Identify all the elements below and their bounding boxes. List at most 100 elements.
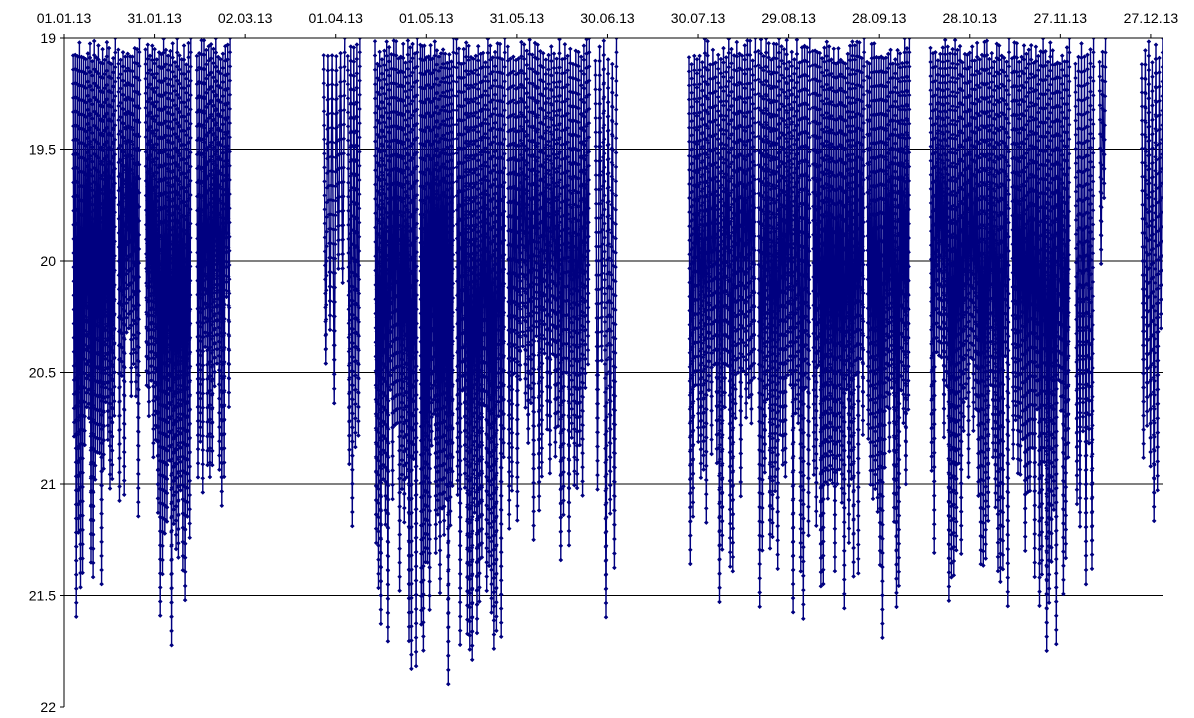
data-point bbox=[75, 418, 81, 423]
data-point bbox=[101, 336, 106, 341]
data-point bbox=[332, 386, 337, 391]
data-point bbox=[86, 205, 91, 210]
data-point bbox=[338, 51, 343, 56]
data-point bbox=[332, 343, 337, 348]
data-point bbox=[103, 342, 109, 347]
data-point bbox=[94, 55, 99, 60]
data-point bbox=[390, 482, 395, 487]
data-point bbox=[200, 433, 206, 439]
data-point bbox=[207, 474, 213, 480]
data-point bbox=[129, 379, 134, 385]
data-point bbox=[129, 365, 134, 370]
data-point bbox=[97, 277, 103, 282]
data-point bbox=[330, 82, 335, 87]
data-point bbox=[345, 96, 351, 101]
data-point bbox=[350, 523, 355, 529]
data-point bbox=[75, 376, 81, 381]
data-point bbox=[80, 570, 85, 575]
data-point bbox=[101, 466, 106, 471]
data-point bbox=[104, 40, 110, 45]
data-point bbox=[330, 96, 335, 102]
data-point bbox=[93, 463, 98, 468]
data-point bbox=[122, 450, 127, 455]
data-point bbox=[117, 455, 122, 461]
data-point bbox=[73, 94, 78, 100]
data-point bbox=[75, 82, 80, 87]
data-point bbox=[96, 282, 102, 287]
data-point bbox=[70, 81, 76, 86]
data-point bbox=[75, 432, 81, 437]
data-point bbox=[96, 240, 102, 245]
data-point bbox=[92, 265, 97, 270]
data-point bbox=[87, 125, 93, 130]
data-point bbox=[340, 280, 345, 285]
data-point bbox=[378, 621, 384, 626]
data-point bbox=[213, 50, 219, 55]
data-point bbox=[350, 467, 355, 472]
data-point bbox=[117, 498, 122, 503]
y-tick-label: 21.5 bbox=[29, 588, 56, 604]
data-point bbox=[75, 222, 80, 227]
data-point bbox=[100, 191, 106, 197]
data-point bbox=[104, 270, 109, 275]
data-point bbox=[82, 328, 88, 333]
data-point bbox=[80, 484, 85, 490]
data-point bbox=[170, 55, 175, 60]
data-point bbox=[75, 404, 81, 409]
data-point bbox=[88, 279, 93, 285]
data-point bbox=[97, 378, 102, 383]
data-point bbox=[322, 137, 327, 142]
data-point bbox=[322, 179, 327, 184]
data-point bbox=[87, 127, 92, 133]
data-point bbox=[200, 377, 206, 382]
data-point bbox=[129, 393, 134, 399]
data-point bbox=[75, 292, 80, 297]
data-point bbox=[99, 413, 105, 418]
data-point bbox=[81, 170, 87, 175]
data-point bbox=[204, 47, 209, 53]
data-point bbox=[377, 49, 382, 55]
data-point bbox=[99, 356, 105, 362]
data-point bbox=[201, 38, 207, 43]
data-point bbox=[90, 130, 95, 136]
data-point bbox=[198, 439, 203, 444]
data-point bbox=[173, 546, 179, 552]
data-point bbox=[90, 331, 95, 336]
data-point bbox=[86, 358, 92, 363]
data-point bbox=[93, 477, 98, 482]
data-point bbox=[96, 113, 101, 118]
data-point bbox=[72, 406, 77, 411]
data-point bbox=[71, 109, 76, 115]
data-point bbox=[390, 468, 395, 473]
data-point bbox=[83, 144, 89, 149]
data-point bbox=[97, 392, 102, 398]
data-point bbox=[88, 531, 94, 536]
data-point bbox=[100, 187, 105, 193]
data-point bbox=[350, 481, 355, 486]
data-point bbox=[75, 278, 80, 283]
data-point bbox=[87, 156, 92, 161]
data-point bbox=[82, 385, 87, 391]
data-point bbox=[181, 43, 187, 48]
data-point bbox=[354, 42, 360, 47]
data-point bbox=[353, 430, 358, 435]
data-point bbox=[90, 116, 95, 121]
data-point bbox=[158, 585, 163, 590]
data-point bbox=[80, 542, 85, 547]
data-point bbox=[90, 374, 95, 379]
data-point bbox=[75, 362, 81, 367]
data-point bbox=[372, 39, 378, 44]
data-point bbox=[82, 414, 87, 419]
data-point bbox=[200, 462, 206, 467]
data-point bbox=[96, 211, 102, 217]
data-point bbox=[84, 230, 89, 236]
data-point bbox=[152, 47, 157, 52]
data-point bbox=[357, 78, 362, 83]
data-point bbox=[83, 86, 88, 91]
data-point bbox=[101, 292, 106, 298]
data-point bbox=[350, 509, 355, 515]
data-point bbox=[87, 300, 92, 305]
data-point bbox=[168, 48, 173, 54]
data-point bbox=[102, 114, 108, 120]
data-point bbox=[146, 413, 152, 419]
